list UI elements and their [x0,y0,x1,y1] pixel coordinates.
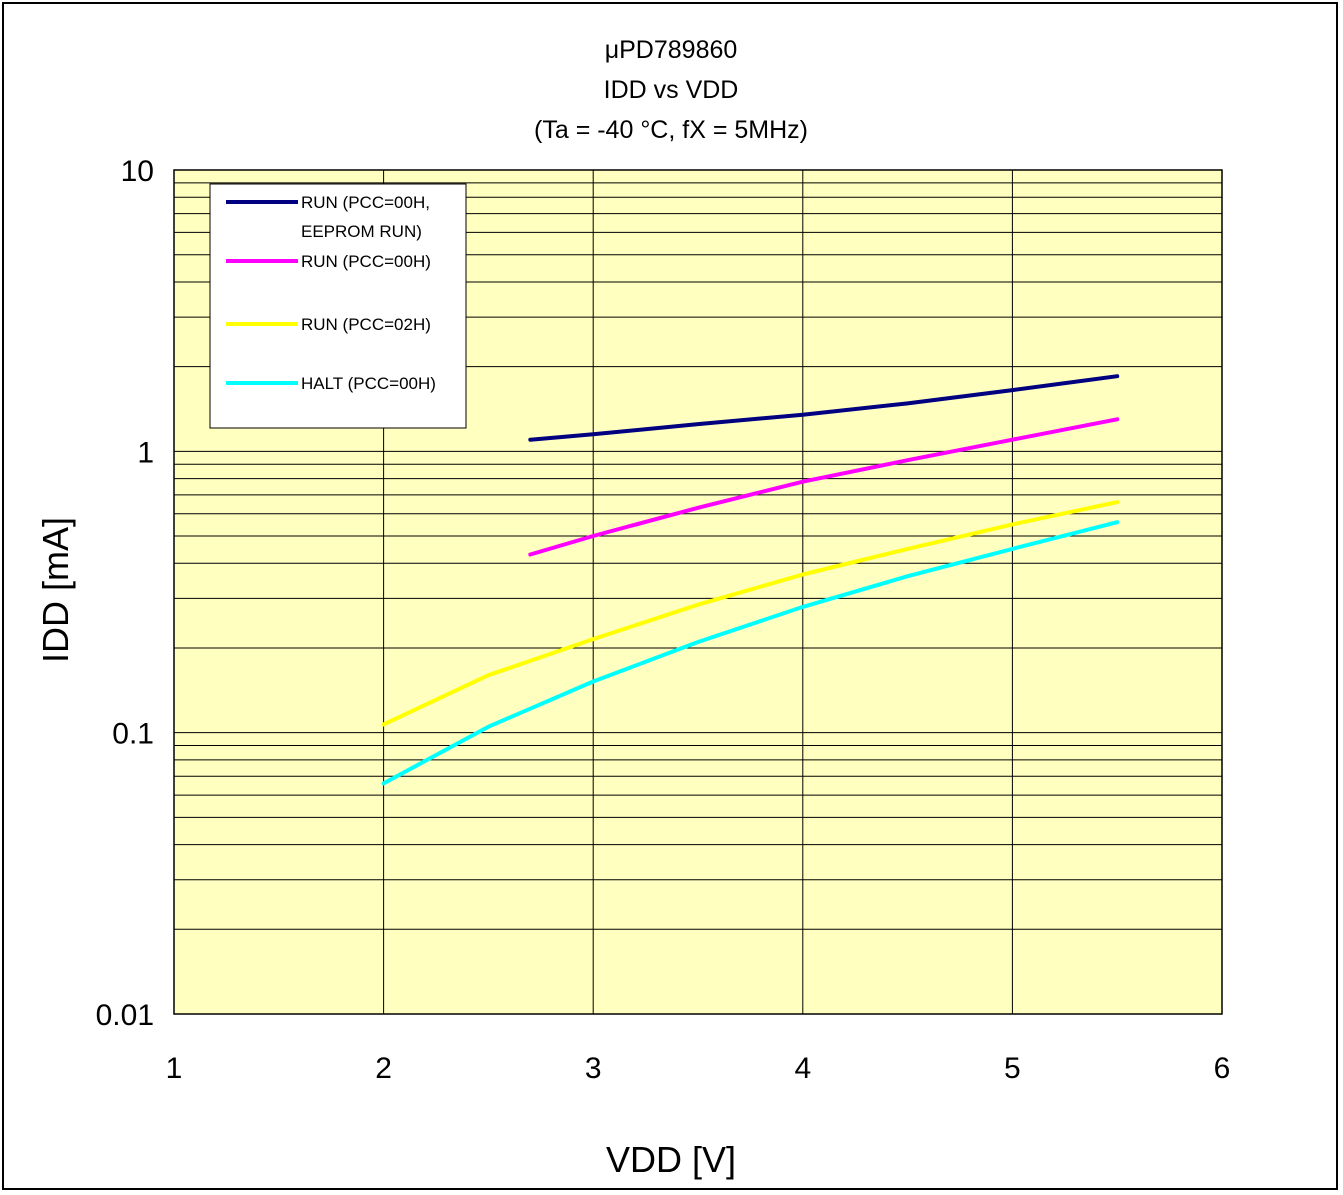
legend-label: RUN (PCC=00H) [301,252,431,271]
y-tick-label: 0.01 [96,999,154,1032]
x-tick-labels: 1 2 3 4 5 6 [166,1052,1231,1085]
series-line-2 [528,417,1120,557]
series-line-4 [381,520,1120,786]
legend-label: RUN (PCC=00H, [301,193,430,212]
x-tick-label: 3 [585,1052,602,1085]
y-tick-label: 1 [137,436,154,469]
legend-box [209,183,467,429]
x-tick-label: 6 [1214,1052,1231,1085]
y-tick-label: 10 [121,155,154,188]
y-tick-label: 0.1 [112,718,154,751]
series-line-1 [528,374,1120,442]
legend-label: HALT (PCC=00H) [301,374,436,393]
x-tick-label: 1 [166,1052,183,1085]
y-tick-labels: 0.01 0.1 1 10 [96,155,154,1032]
y-axis-title: IDD [mA] [35,517,76,663]
x-tick-label: 5 [1004,1052,1021,1085]
x-tick-label: 4 [794,1052,811,1085]
legend: RUN (PCC=00H, EEPROM RUN) RUN (PCC=00H) RUN… [209,183,467,429]
series-lines [381,374,1120,786]
x-axis-title: VDD [V] [606,1139,736,1180]
legend-label: RUN (PCC=02H) [301,315,431,334]
chart-title-line-1: μPD789860 [605,36,738,64]
x-tick-label: 2 [375,1052,392,1085]
chart-title-line-3: (Ta = -40 °C, fX = 5MHz) [534,116,808,144]
chart-title-line-2: IDD vs VDD [604,76,739,104]
series-line-3 [381,500,1120,727]
legend-label: EEPROM RUN) [301,222,422,241]
plot-border [173,169,1223,1015]
